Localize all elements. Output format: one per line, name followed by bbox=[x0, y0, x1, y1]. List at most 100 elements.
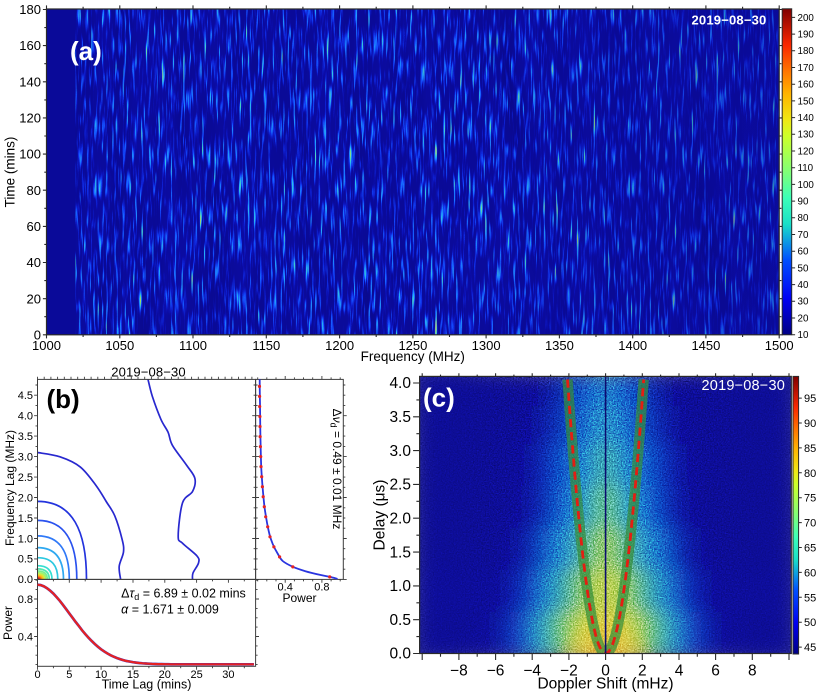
svg-text:50: 50 bbox=[804, 617, 816, 629]
svg-text:130: 130 bbox=[798, 130, 815, 141]
svg-text:−6: −6 bbox=[487, 663, 505, 680]
svg-text:30: 30 bbox=[798, 297, 809, 308]
svg-text:3.5: 3.5 bbox=[18, 431, 33, 443]
svg-text:2.5: 2.5 bbox=[18, 472, 33, 484]
svg-text:2: 2 bbox=[638, 663, 647, 680]
svg-text:1350: 1350 bbox=[545, 338, 574, 353]
svg-text:Frequency Lag (MHz): Frequency Lag (MHz) bbox=[3, 430, 17, 546]
svg-text:(c): (c) bbox=[423, 383, 455, 413]
svg-text:Frequency (MHz): Frequency (MHz) bbox=[361, 349, 465, 364]
svg-text:70: 70 bbox=[798, 230, 809, 241]
svg-text:2.0: 2.0 bbox=[18, 492, 33, 504]
svg-text:0.8: 0.8 bbox=[18, 594, 33, 606]
svg-text:60: 60 bbox=[804, 567, 816, 579]
svg-text:170: 170 bbox=[798, 63, 815, 74]
svg-text:1300: 1300 bbox=[472, 338, 501, 353]
svg-text:10: 10 bbox=[798, 330, 809, 341]
svg-text:80: 80 bbox=[798, 213, 809, 224]
svg-text:90: 90 bbox=[798, 197, 809, 208]
svg-text:Power: Power bbox=[282, 591, 316, 605]
svg-text:Δνd = 0.49 ± 0.01 MHz: Δνd = 0.49 ± 0.01 MHz bbox=[329, 409, 345, 530]
svg-text:10: 10 bbox=[95, 669, 107, 681]
svg-text:1500: 1500 bbox=[765, 338, 794, 353]
svg-text:45: 45 bbox=[804, 642, 816, 654]
svg-text:90: 90 bbox=[804, 418, 816, 430]
svg-text:1050: 1050 bbox=[105, 338, 134, 353]
svg-text:0.8: 0.8 bbox=[314, 582, 329, 594]
svg-text:60: 60 bbox=[27, 219, 41, 234]
svg-text:0.0: 0.0 bbox=[389, 646, 411, 663]
svg-text:120: 120 bbox=[798, 146, 815, 157]
svg-text:−4: −4 bbox=[523, 663, 541, 680]
svg-text:25: 25 bbox=[190, 669, 202, 681]
svg-text:8: 8 bbox=[748, 663, 757, 680]
svg-text:15: 15 bbox=[127, 669, 139, 681]
svg-text:180: 180 bbox=[798, 46, 815, 57]
svg-text:0: 0 bbox=[601, 663, 610, 680]
svg-text:4: 4 bbox=[675, 663, 684, 680]
svg-text:160: 160 bbox=[798, 80, 815, 91]
svg-text:1.0: 1.0 bbox=[389, 578, 411, 595]
svg-text:85: 85 bbox=[804, 443, 816, 455]
svg-text:(b): (b) bbox=[47, 384, 80, 414]
svg-text:4.0: 4.0 bbox=[18, 411, 33, 423]
svg-text:3.5: 3.5 bbox=[389, 409, 411, 426]
svg-text:Delay (μs): Delay (μs) bbox=[372, 480, 389, 551]
svg-text:75: 75 bbox=[804, 493, 816, 505]
svg-text:0.5: 0.5 bbox=[18, 554, 33, 566]
svg-text:80: 80 bbox=[27, 183, 41, 198]
svg-text:0.0: 0.0 bbox=[18, 574, 33, 586]
svg-text:190: 190 bbox=[798, 30, 815, 41]
svg-text:5: 5 bbox=[66, 669, 72, 681]
svg-text:4.5: 4.5 bbox=[18, 390, 33, 402]
svg-text:3.0: 3.0 bbox=[18, 451, 33, 463]
svg-text:Power: Power bbox=[1, 606, 15, 640]
svg-text:65: 65 bbox=[804, 543, 816, 555]
svg-text:110: 110 bbox=[798, 163, 814, 174]
svg-text:30: 30 bbox=[222, 669, 234, 681]
svg-text:50: 50 bbox=[798, 263, 809, 274]
svg-text:2019−08−30: 2019−08−30 bbox=[111, 365, 186, 380]
svg-text:4.0: 4.0 bbox=[389, 375, 411, 392]
svg-text:1.0: 1.0 bbox=[18, 533, 33, 545]
svg-text:100: 100 bbox=[798, 180, 815, 191]
svg-text:2.0: 2.0 bbox=[389, 511, 411, 528]
svg-text:200: 200 bbox=[798, 13, 815, 24]
svg-text:0: 0 bbox=[34, 669, 40, 681]
svg-text:20: 20 bbox=[159, 669, 171, 681]
svg-text:0.4: 0.4 bbox=[18, 631, 33, 643]
svg-text:120: 120 bbox=[19, 111, 41, 126]
svg-text:60: 60 bbox=[798, 247, 809, 258]
svg-text:140: 140 bbox=[19, 74, 41, 89]
svg-text:70: 70 bbox=[804, 518, 816, 530]
svg-text:100: 100 bbox=[19, 147, 41, 162]
svg-text:150: 150 bbox=[798, 96, 815, 107]
svg-text:Δτd = 6.89 ± 0.02 mins: Δτd = 6.89 ± 0.02 mins bbox=[121, 587, 246, 603]
svg-text:40: 40 bbox=[798, 280, 809, 291]
svg-text:1200: 1200 bbox=[325, 338, 354, 353]
svg-text:Doppler Shift (mHz): Doppler Shift (mHz) bbox=[537, 676, 673, 693]
svg-text:1150: 1150 bbox=[252, 338, 280, 353]
svg-text:55: 55 bbox=[804, 592, 816, 604]
svg-text:1100: 1100 bbox=[179, 338, 207, 353]
svg-text:80: 80 bbox=[804, 468, 816, 480]
svg-text:1250: 1250 bbox=[398, 338, 427, 353]
svg-text:0.5: 0.5 bbox=[389, 612, 411, 629]
svg-text:2019−08−30: 2019−08−30 bbox=[702, 378, 785, 394]
svg-text:20: 20 bbox=[798, 313, 809, 324]
svg-text:6: 6 bbox=[711, 663, 720, 680]
svg-text:160: 160 bbox=[19, 38, 41, 53]
svg-text:α = 1.671 ± 0.009: α = 1.671 ± 0.009 bbox=[121, 603, 219, 617]
svg-text:Time Lag (mins): Time Lag (mins) bbox=[102, 678, 192, 692]
svg-text:20: 20 bbox=[27, 291, 41, 306]
svg-text:1.5: 1.5 bbox=[389, 544, 411, 561]
svg-text:−8: −8 bbox=[450, 663, 468, 680]
svg-text:0: 0 bbox=[34, 327, 41, 342]
svg-text:1.5: 1.5 bbox=[18, 513, 33, 525]
svg-text:3.0: 3.0 bbox=[389, 443, 411, 460]
svg-text:−2: −2 bbox=[560, 663, 578, 680]
svg-text:40: 40 bbox=[27, 255, 41, 270]
svg-text:Time (mins): Time (mins) bbox=[3, 137, 18, 208]
svg-text:1450: 1450 bbox=[691, 338, 720, 353]
svg-text:2019−08−30: 2019−08−30 bbox=[691, 13, 766, 28]
